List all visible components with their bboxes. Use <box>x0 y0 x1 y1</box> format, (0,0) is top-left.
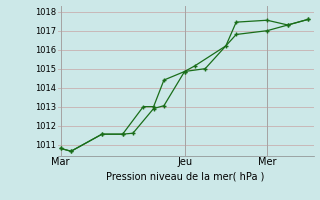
X-axis label: Pression niveau de la mer( hPa ): Pression niveau de la mer( hPa ) <box>107 172 265 182</box>
